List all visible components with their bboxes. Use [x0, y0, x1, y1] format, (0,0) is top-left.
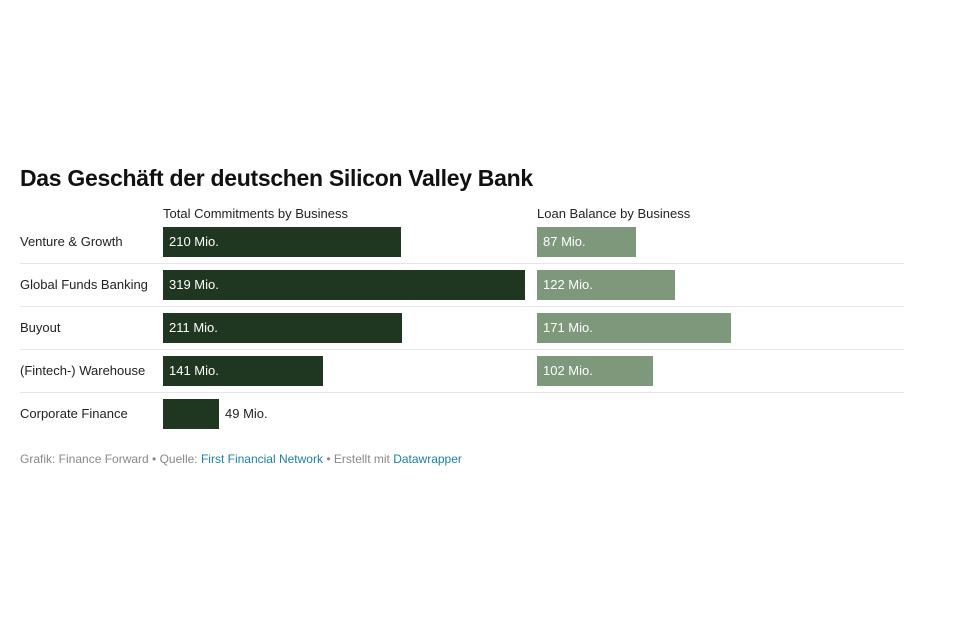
bar-series-2	[537, 227, 636, 257]
chart-footer: Grafik: Finance Forward • Quelle: First …	[20, 452, 462, 466]
footer-source-link[interactable]: First Financial Network	[200, 452, 323, 466]
category-label: (Fintech-) Warehouse	[20, 363, 146, 378]
footer-credit: Grafik: Finance Forward	[20, 452, 149, 466]
row-separator	[20, 306, 904, 307]
bar-series-1	[163, 270, 525, 300]
bar-series-1	[163, 356, 323, 386]
chart-title: Das Geschäft der deutschen Silicon Valle…	[20, 165, 533, 191]
bar-value-label: 171 Mio.	[543, 320, 593, 335]
footer-separator: •	[148, 452, 160, 466]
bar-series-2	[537, 270, 675, 300]
bar-value-label: 122 Mio.	[543, 277, 593, 292]
bar-value-label: 141 Mio.	[169, 363, 219, 378]
category-label: Buyout	[20, 320, 61, 335]
footer-separator: •	[322, 452, 334, 466]
bar-value-label: 49 Mio.	[225, 406, 268, 421]
row-separator	[20, 263, 904, 264]
bar-series-2	[537, 313, 731, 343]
footer-tool-link[interactable]: Datawrapper	[393, 452, 462, 466]
bar-series-1	[163, 227, 401, 257]
row-separator	[20, 349, 904, 350]
bar-value-label: 210 Mio.	[169, 234, 219, 249]
bar-value-label: 211 Mio.	[169, 320, 218, 335]
bar-value-label: 102 Mio.	[543, 363, 593, 378]
bar-value-label: 87 Mio.	[543, 234, 586, 249]
row-separator	[20, 392, 904, 393]
category-label: Corporate Finance	[20, 406, 128, 421]
bar-series-2	[537, 356, 653, 386]
category-label: Venture & Growth	[20, 234, 123, 249]
panel-header-1: Total Commitments by Business	[163, 206, 348, 221]
footer-made-with: Erstellt mit	[333, 452, 394, 466]
bar-series-1	[163, 399, 219, 429]
bar-value-label: 319 Mio.	[169, 277, 219, 292]
panel-header-2: Loan Balance by Business	[537, 206, 691, 221]
bar-series-1	[163, 313, 402, 343]
footer-source-label: Quelle:	[159, 452, 201, 466]
category-label: Global Funds Banking	[20, 277, 148, 292]
